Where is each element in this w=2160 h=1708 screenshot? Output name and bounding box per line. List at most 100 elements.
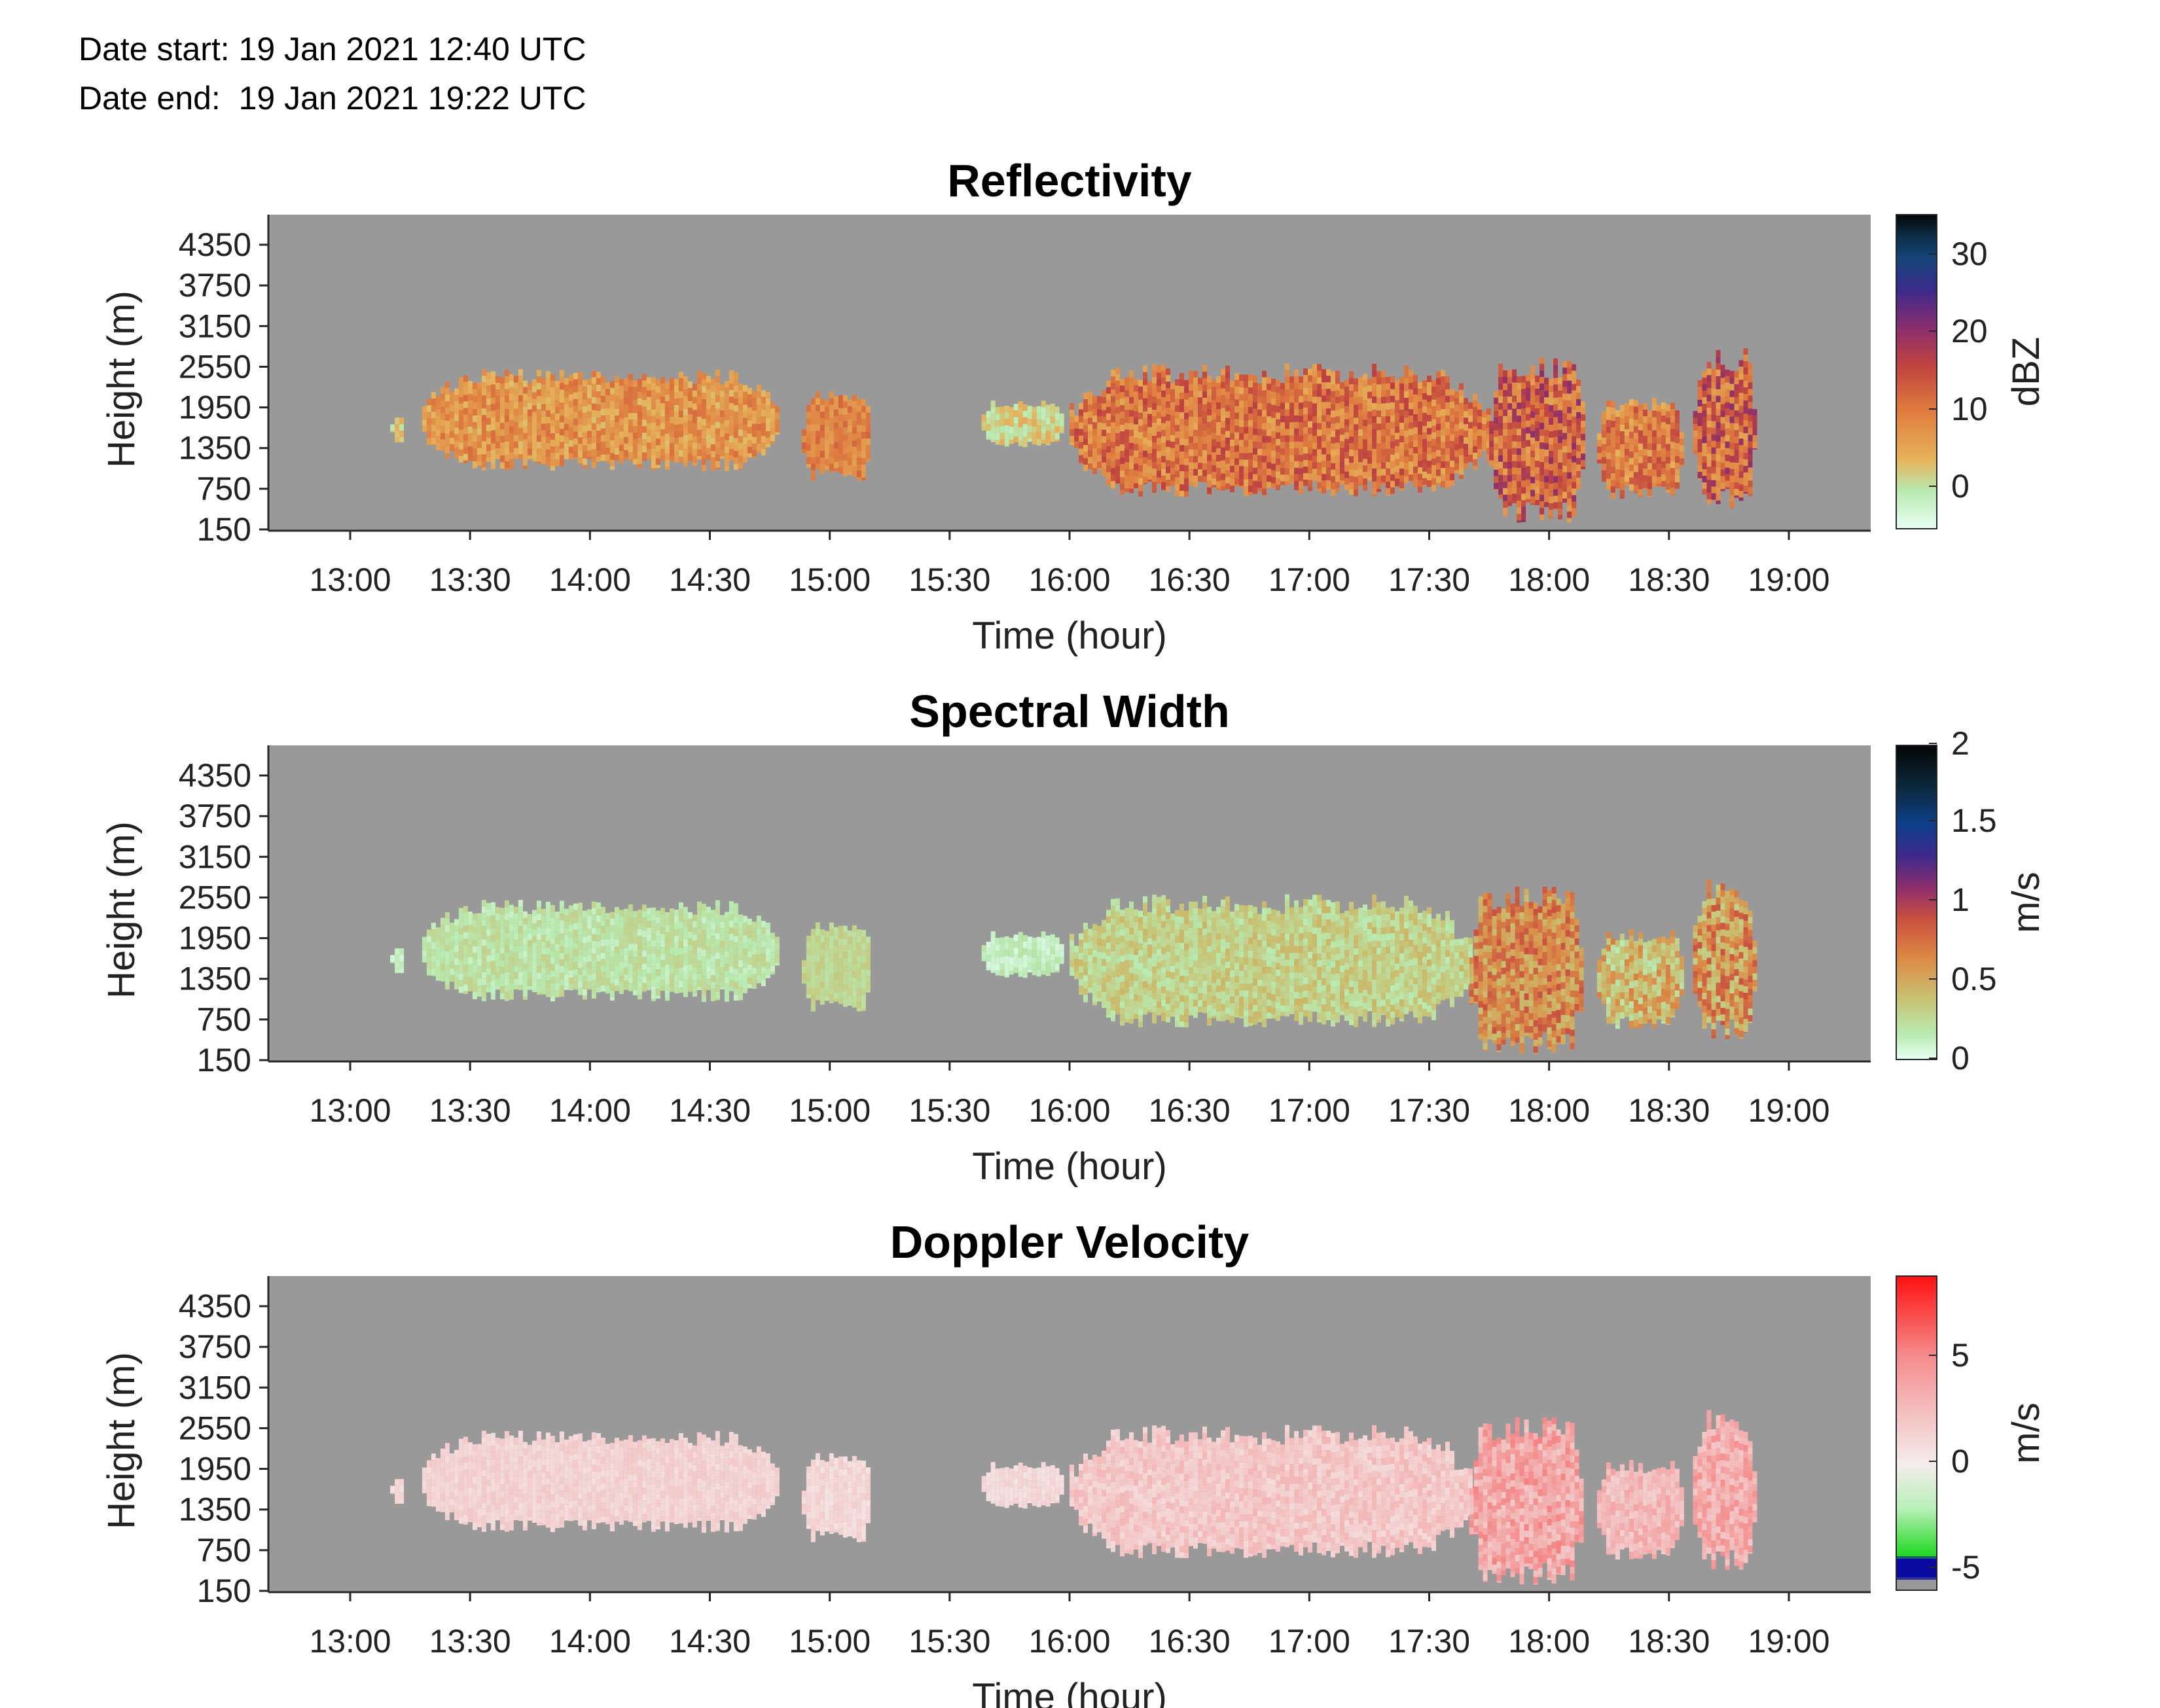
heatmap-cell xyxy=(1244,472,1248,480)
heatmap-cell xyxy=(531,405,537,412)
heatmap-cell xyxy=(1633,459,1638,466)
heatmap-cell xyxy=(706,415,711,422)
heatmap-cell xyxy=(536,396,541,403)
heatmap-cell xyxy=(444,454,450,459)
heatmap-cell xyxy=(541,436,546,444)
heatmap-cell xyxy=(664,978,670,984)
colorbar-swatch xyxy=(1896,233,1937,236)
heatmap-cell xyxy=(738,927,743,934)
heatmap-cell xyxy=(674,975,679,982)
heatmap-cell xyxy=(1230,433,1234,440)
heatmap-cell xyxy=(1716,389,1721,396)
heatmap-cell xyxy=(559,396,564,403)
heatmap-cell xyxy=(1521,402,1526,409)
heatmap-cell xyxy=(1576,412,1581,419)
heatmap-cell xyxy=(431,923,436,930)
heatmap-cell xyxy=(1193,383,1198,391)
heatmap-cell xyxy=(1372,383,1377,390)
heatmap-cell xyxy=(1562,413,1568,420)
heatmap-cell xyxy=(522,989,528,997)
heatmap-cell xyxy=(1647,495,1652,497)
heatmap-cell xyxy=(1317,462,1322,469)
heatmap-cell xyxy=(490,391,495,398)
heatmap-cell xyxy=(472,979,477,986)
heatmap-cell xyxy=(454,971,459,978)
heatmap-cell xyxy=(865,412,871,419)
heatmap-cell xyxy=(1567,472,1572,479)
heatmap-cell xyxy=(1257,396,1262,403)
heatmap-cell xyxy=(1512,382,1517,389)
heatmap-cell xyxy=(527,914,532,921)
heatmap-cell xyxy=(1166,486,1170,492)
heatmap-cell xyxy=(852,400,857,408)
heatmap-cell xyxy=(660,934,665,941)
heatmap-cell xyxy=(522,387,528,394)
heatmap-cell xyxy=(655,432,660,439)
heatmap-cell xyxy=(1234,373,1239,380)
heatmap-cell xyxy=(1576,444,1581,452)
heatmap-cell xyxy=(628,976,633,984)
heatmap-cell xyxy=(1468,421,1473,429)
heatmap-cell xyxy=(1661,435,1666,442)
heatmap-cell xyxy=(1152,403,1157,410)
heatmap-cell xyxy=(1331,384,1335,391)
heatmap-cell xyxy=(541,928,546,935)
heatmap-cell xyxy=(481,461,486,468)
heatmap-cell xyxy=(596,444,601,450)
heatmap-cell xyxy=(1702,430,1707,437)
colorbar-swatch xyxy=(1896,463,1937,467)
heatmap-cell xyxy=(536,402,541,410)
heatmap-cell xyxy=(1244,414,1248,421)
heatmap-cell xyxy=(1152,370,1157,378)
heatmap-cell xyxy=(477,395,482,402)
heatmap-cell xyxy=(1489,454,1494,461)
heatmap-cell xyxy=(1464,404,1468,412)
heatmap-cell xyxy=(738,999,743,1001)
heatmap-cell xyxy=(577,922,583,929)
heatmap-cell xyxy=(1102,462,1106,469)
heatmap-cell xyxy=(1004,425,1009,432)
heatmap-cell xyxy=(1422,406,1427,413)
heatmap-cell xyxy=(1539,442,1545,450)
heatmap-cell xyxy=(1344,465,1349,472)
heatmap-cell xyxy=(1581,414,1586,421)
heatmap-cell xyxy=(1138,393,1143,400)
heatmap-cell xyxy=(509,387,514,394)
heatmap-cell xyxy=(1521,461,1526,468)
heatmap-cell xyxy=(1367,404,1372,412)
heatmap-cell xyxy=(637,974,642,982)
heatmap-cell xyxy=(829,418,834,425)
heatmap-cell xyxy=(655,923,660,931)
heatmap-cell xyxy=(568,381,573,388)
heatmap-cell xyxy=(669,915,674,922)
heatmap-cell xyxy=(724,400,729,408)
heatmap-cell xyxy=(550,374,555,382)
heatmap-cell xyxy=(1138,452,1143,459)
heatmap-cell xyxy=(1512,389,1517,396)
heatmap-cell xyxy=(761,953,766,961)
heatmap-cell xyxy=(733,379,738,386)
heatmap-cell xyxy=(1257,389,1262,397)
heatmap-cell xyxy=(1299,429,1303,436)
heatmap-cell xyxy=(1239,374,1244,382)
heatmap-cell xyxy=(573,457,578,459)
heatmap-cell xyxy=(646,455,651,460)
heatmap-cell xyxy=(1262,377,1267,384)
heatmap-cell xyxy=(1299,402,1303,410)
heatmap-cell xyxy=(641,931,647,938)
heatmap-cell xyxy=(1234,419,1239,426)
heatmap-cell xyxy=(1734,384,1739,391)
heatmap-cell xyxy=(582,438,587,446)
heatmap-cell xyxy=(1202,410,1207,418)
heatmap-cell xyxy=(1661,481,1666,488)
heatmap-cell xyxy=(486,431,491,438)
heatmap-cell xyxy=(1530,503,1536,505)
heatmap-cell xyxy=(655,458,660,465)
heatmap-cell xyxy=(1441,442,1445,449)
heatmap-cell xyxy=(1642,469,1647,476)
heatmap-cell xyxy=(1386,389,1390,397)
heatmap-cell xyxy=(1706,408,1712,415)
heatmap-cell xyxy=(1267,469,1271,476)
heatmap-cell xyxy=(1427,480,1431,487)
heatmap-cell xyxy=(1553,430,1558,437)
